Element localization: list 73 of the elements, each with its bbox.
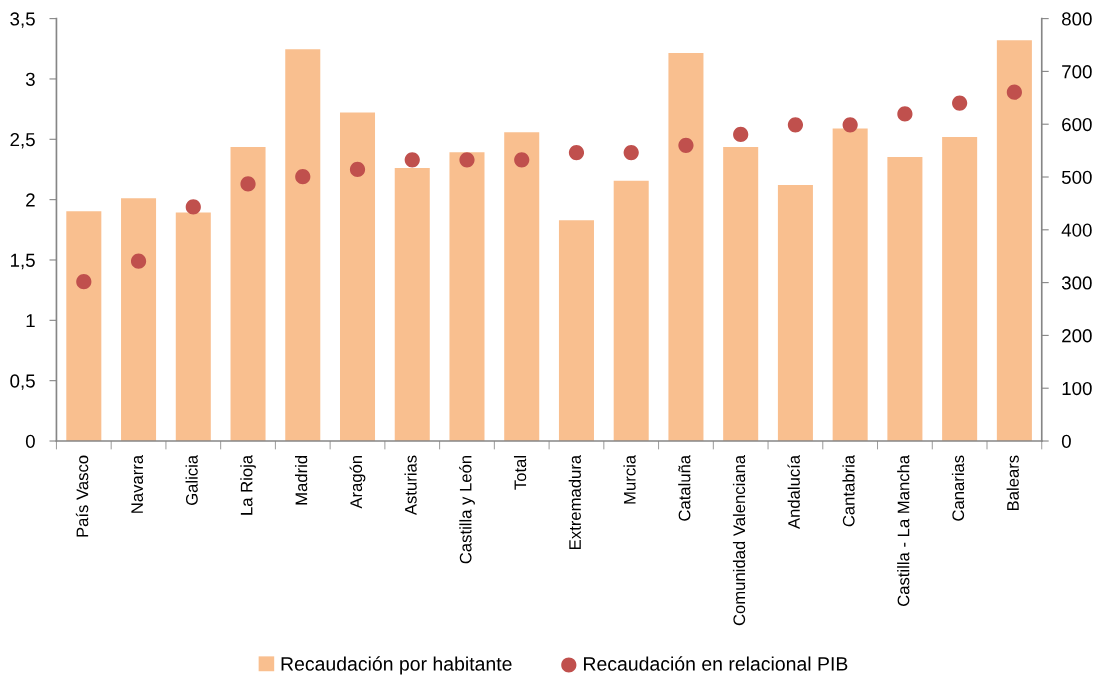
point <box>787 117 804 133</box>
bar <box>175 212 211 442</box>
x-tick-label: Asturias <box>404 455 417 516</box>
bar <box>777 184 813 442</box>
x-tick-label: Total <box>513 456 527 490</box>
x-tick-label: Navarra <box>131 454 144 513</box>
y-tick-label: 0 <box>25 434 35 448</box>
bar <box>996 40 1032 442</box>
x-tick-label: Murcia <box>623 454 636 504</box>
point <box>1006 84 1022 100</box>
point <box>295 169 311 185</box>
x-tick-label: Extremadura <box>568 454 581 549</box>
y2-tick-label: 600 <box>1062 117 1092 132</box>
x-tick-label: La Rioja <box>240 454 256 515</box>
bar <box>504 132 540 442</box>
bar <box>449 152 485 442</box>
point <box>130 253 147 269</box>
y2-tick-label: 0 <box>1061 434 1071 448</box>
point <box>842 117 858 133</box>
y-tick-label: 2 <box>26 193 35 207</box>
legend-label: Recaudación por habitante <box>281 656 512 675</box>
x-tick-label: Andalucía <box>787 454 800 529</box>
point <box>623 144 639 161</box>
bar <box>942 136 978 442</box>
point <box>678 137 694 153</box>
x-tick-label: Balears <box>1006 455 1019 511</box>
point <box>568 144 585 161</box>
y-tick-label: 3 <box>25 72 35 86</box>
x-tick-label: Castilla - La Mancha <box>897 454 910 606</box>
point <box>952 95 968 111</box>
x-tick-label: Cataluña <box>678 454 691 521</box>
x-tick-label: Castilla y León <box>459 455 475 564</box>
y2-tick-label: 400 <box>1061 223 1092 237</box>
y2-tick-label: 200 <box>1062 329 1092 343</box>
x-tick-label: Madrid <box>295 455 308 505</box>
y-tick-label: 3,5 <box>10 12 35 28</box>
x-tick-label: Aragón <box>349 455 366 509</box>
legend-label: Recaudación en relacional PIB <box>584 656 848 671</box>
bar <box>668 52 704 442</box>
y2-tick-label: 300 <box>1061 276 1092 290</box>
x-tick-label: País Vasco <box>75 455 89 537</box>
point <box>185 199 201 215</box>
bar <box>121 198 157 442</box>
bar <box>66 211 102 442</box>
point <box>76 274 92 290</box>
point <box>459 152 475 168</box>
bar <box>887 156 923 442</box>
y-tick-label: 1,5 <box>10 253 35 270</box>
bar <box>230 146 266 442</box>
y2-tick-label: 500 <box>1061 170 1092 184</box>
y-tick-label: 2,5 <box>10 132 35 149</box>
point <box>897 106 913 122</box>
bar <box>613 180 649 442</box>
x-tick-label: Cantabria <box>842 454 855 527</box>
bar <box>285 49 321 442</box>
point <box>240 176 256 192</box>
bar <box>723 146 759 442</box>
x-tick-label: Canarias <box>951 455 965 521</box>
x-tick-label: Comunidad Valenciana <box>732 454 746 626</box>
y-tick-label: 0,5 <box>10 374 35 390</box>
y2-tick-label: 100 <box>1062 381 1092 396</box>
y2-tick-label: 700 <box>1062 65 1092 79</box>
point <box>349 161 366 178</box>
bar <box>394 168 430 442</box>
bar <box>832 128 868 442</box>
bar <box>558 220 594 442</box>
y-tick-label: 1 <box>26 314 35 328</box>
point <box>733 126 749 143</box>
y2-tick-label: 800 <box>1062 12 1092 26</box>
point <box>514 152 530 168</box>
bar <box>339 112 376 442</box>
point <box>404 152 420 168</box>
x-tick-label: Galicia <box>185 454 198 505</box>
